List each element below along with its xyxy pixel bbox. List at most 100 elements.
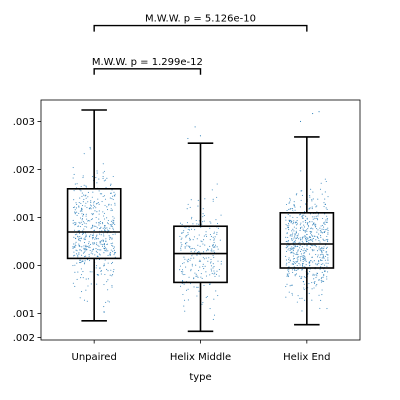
data-point bbox=[294, 222, 296, 224]
data-point bbox=[287, 275, 289, 278]
data-point bbox=[107, 229, 109, 231]
data-point bbox=[86, 218, 88, 220]
data-point bbox=[76, 214, 78, 216]
data-point bbox=[323, 228, 325, 230]
data-point bbox=[185, 236, 187, 238]
data-point bbox=[317, 256, 319, 258]
data-point bbox=[74, 206, 76, 208]
data-point bbox=[187, 231, 189, 234]
data-point bbox=[197, 244, 199, 246]
data-point bbox=[316, 235, 318, 238]
data-point bbox=[201, 303, 203, 305]
data-point bbox=[323, 273, 325, 275]
data-point bbox=[98, 245, 100, 247]
data-point bbox=[317, 215, 319, 217]
data-point bbox=[110, 269, 112, 271]
data-point bbox=[107, 219, 109, 222]
data-point bbox=[293, 226, 295, 228]
data-point bbox=[322, 254, 324, 256]
data-point bbox=[209, 308, 211, 310]
data-point bbox=[293, 257, 296, 260]
data-point bbox=[96, 172, 98, 174]
data-point bbox=[312, 274, 314, 276]
data-point bbox=[302, 261, 304, 263]
data-point bbox=[301, 269, 303, 271]
data-point bbox=[299, 224, 301, 226]
box-2 bbox=[279, 136, 335, 326]
data-point bbox=[319, 249, 321, 251]
data-point bbox=[312, 240, 314, 242]
data-point bbox=[91, 214, 94, 216]
data-point bbox=[184, 247, 186, 249]
data-point bbox=[103, 243, 105, 245]
data-point bbox=[323, 257, 325, 259]
data-point bbox=[105, 301, 107, 303]
bracket-line bbox=[93, 68, 202, 75]
data-point bbox=[324, 240, 326, 242]
data-point bbox=[78, 253, 80, 255]
data-point bbox=[311, 244, 313, 246]
data-point bbox=[299, 275, 301, 277]
data-point bbox=[92, 224, 94, 226]
data-point bbox=[317, 198, 319, 200]
data-point bbox=[292, 248, 294, 250]
data-point bbox=[323, 222, 325, 224]
x-axis-label: type bbox=[189, 372, 211, 383]
data-point bbox=[293, 253, 295, 255]
data-point bbox=[78, 232, 81, 234]
data-point bbox=[313, 216, 315, 218]
data-point bbox=[74, 243, 76, 245]
data-point bbox=[103, 244, 105, 246]
data-point bbox=[182, 293, 184, 296]
data-point bbox=[292, 238, 294, 240]
iqr-box bbox=[279, 212, 335, 269]
data-point bbox=[216, 233, 218, 235]
data-point bbox=[83, 251, 85, 253]
data-point bbox=[291, 294, 293, 296]
data-point bbox=[74, 183, 76, 185]
data-point bbox=[90, 234, 92, 236]
data-point bbox=[187, 233, 189, 235]
data-point bbox=[110, 249, 112, 251]
data-point bbox=[302, 250, 304, 252]
data-point bbox=[291, 252, 293, 254]
data-point bbox=[97, 255, 99, 257]
box-1 bbox=[173, 142, 228, 333]
data-point bbox=[316, 237, 319, 239]
data-point bbox=[102, 163, 104, 165]
data-point bbox=[326, 218, 328, 220]
data-point bbox=[103, 230, 106, 232]
data-point bbox=[79, 235, 81, 238]
data-point bbox=[77, 254, 79, 256]
data-point bbox=[97, 274, 99, 276]
data-point bbox=[210, 258, 212, 261]
data-point bbox=[109, 254, 111, 256]
data-point bbox=[76, 250, 78, 252]
data-point bbox=[111, 275, 113, 277]
data-point bbox=[80, 261, 82, 263]
data-point bbox=[301, 226, 303, 228]
data-point bbox=[73, 251, 75, 253]
data-point bbox=[305, 250, 307, 252]
data-point bbox=[112, 233, 114, 235]
data-point bbox=[99, 240, 101, 242]
data-point bbox=[303, 252, 305, 254]
data-point bbox=[203, 251, 205, 253]
data-point bbox=[289, 215, 291, 217]
data-point bbox=[294, 275, 296, 277]
data-point bbox=[212, 263, 214, 265]
data-point bbox=[181, 244, 183, 246]
data-point bbox=[83, 184, 85, 186]
data-point bbox=[80, 202, 82, 204]
data-point bbox=[92, 213, 94, 215]
data-point bbox=[83, 242, 86, 244]
data-point bbox=[306, 244, 308, 246]
data-point bbox=[216, 223, 219, 225]
data-point bbox=[295, 232, 297, 234]
data-point bbox=[292, 228, 294, 230]
data-point bbox=[300, 199, 302, 201]
data-point bbox=[200, 240, 202, 242]
data-point bbox=[104, 225, 106, 227]
data-point bbox=[301, 255, 303, 257]
data-point bbox=[314, 244, 316, 246]
